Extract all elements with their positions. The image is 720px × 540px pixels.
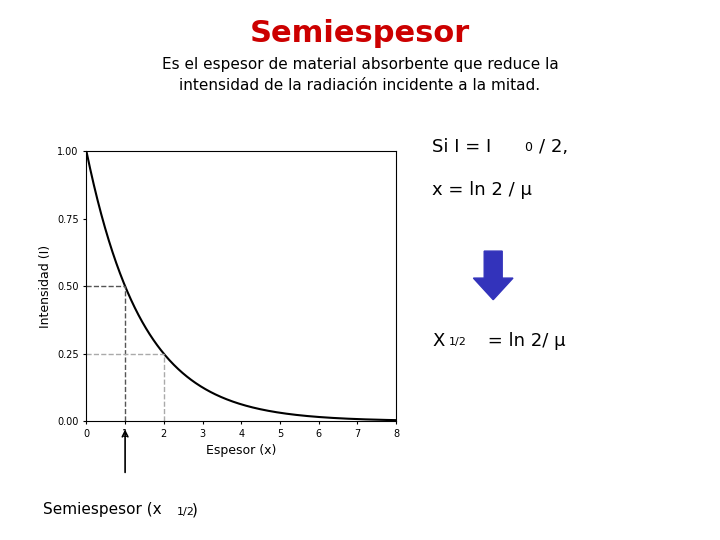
Text: Es el espesor de material absorbente que reduce la: Es el espesor de material absorbente que… bbox=[161, 57, 559, 72]
Text: intensidad de la radiación incidente a la mitad.: intensidad de la radiación incidente a l… bbox=[179, 78, 541, 93]
Text: ): ) bbox=[192, 502, 198, 517]
Text: Semiespesor (x: Semiespesor (x bbox=[43, 502, 162, 517]
Text: 1/2: 1/2 bbox=[449, 337, 467, 347]
Text: Semiespesor: Semiespesor bbox=[250, 19, 470, 48]
Text: = ln 2/ μ: = ln 2/ μ bbox=[482, 332, 566, 350]
Text: 1/2: 1/2 bbox=[176, 507, 194, 517]
Y-axis label: Intensidad (I): Intensidad (I) bbox=[39, 245, 52, 328]
X-axis label: Espesor (x): Espesor (x) bbox=[206, 444, 276, 457]
Text: X: X bbox=[432, 332, 444, 350]
Text: / 2,: / 2, bbox=[539, 138, 567, 156]
Text: x = ln 2 / μ: x = ln 2 / μ bbox=[432, 181, 532, 199]
Text: 0: 0 bbox=[524, 141, 532, 154]
Text: Si I = I: Si I = I bbox=[432, 138, 491, 156]
